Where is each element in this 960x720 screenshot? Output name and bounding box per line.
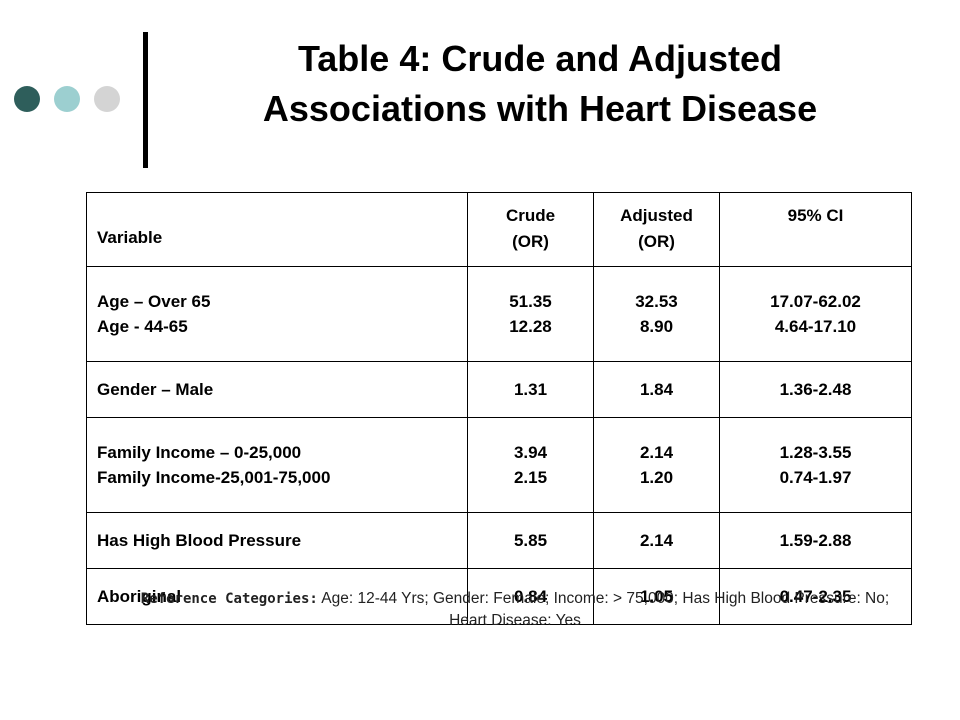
title-line-1: Table 4: Crude and Adjusted	[297, 38, 783, 79]
ci-value: 17.07-62.02	[770, 292, 861, 311]
ci-cell: 0.47-2.35	[719, 568, 912, 625]
ci-cell: 17.07-62.02 4.64-17.10	[719, 266, 912, 362]
header-crude-line1: Crude	[505, 206, 556, 225]
variable-cell: Has High Blood Pressure	[86, 512, 468, 569]
ci-cell: 1.36-2.48	[719, 361, 912, 418]
header-adjusted-line1: Adjusted	[620, 206, 693, 225]
slide-title: Table 4: Crude and Adjusted Associations…	[190, 34, 890, 134]
adjusted-cell: 1.84	[593, 361, 720, 418]
variable-cell: Aboriginal	[86, 568, 468, 625]
crude-cell: 0.84	[467, 568, 594, 625]
adjusted-value: 32.53	[635, 292, 678, 311]
variable-cell: Family Income – 0-25,000 Family Income-2…	[86, 417, 468, 513]
crude-value: 51.35	[509, 292, 552, 311]
table-row: Aboriginal 0.84 1.05 0.47-2.35	[86, 568, 912, 625]
variable-label: Family Income – 0-25,000	[97, 443, 302, 462]
crude-value: 2.15	[513, 468, 548, 487]
table-row: Age – Over 65 Age - 44-65 51.35 12.28 32…	[86, 266, 912, 362]
variable-label: Age – Over 65	[97, 292, 211, 311]
table-row: Has High Blood Pressure 5.85 2.14 1.59-2…	[86, 512, 912, 569]
decorative-dots	[14, 86, 124, 116]
dark-teal-dot-icon	[14, 86, 40, 112]
crude-cell: 5.85	[467, 512, 594, 569]
crude-cell: 1.31	[467, 361, 594, 418]
adjusted-value: 2.14	[639, 443, 674, 462]
adjusted-value: 1.20	[639, 468, 674, 487]
adjusted-cell: 2.14 1.20	[593, 417, 720, 513]
header-adjusted-or: Adjusted (OR)	[593, 192, 720, 267]
variable-label: Family Income-25,001-75,000	[97, 468, 331, 487]
title-divider-bar	[143, 32, 148, 168]
light-teal-dot-icon	[54, 86, 80, 112]
crude-value: 3.94	[513, 443, 548, 462]
variable-label: Age - 44-65	[97, 317, 188, 336]
table-row: Gender – Male 1.31 1.84 1.36-2.48	[86, 361, 912, 418]
reference-categories-label: Reference Categories:	[140, 591, 318, 607]
variable-cell: Age – Over 65 Age - 44-65	[86, 266, 468, 362]
crude-cell: 51.35 12.28	[467, 266, 594, 362]
ci-value: 1.28-3.55	[779, 443, 852, 462]
header-variable: Variable	[86, 192, 468, 267]
reference-categories-text: Age: 12-44 Yrs; Gender: Female; Income: …	[317, 590, 890, 629]
ci-value: 4.64-17.10	[774, 317, 857, 336]
title-line-2: Associations with Heart Disease	[262, 88, 818, 129]
crude-cell: 3.94 2.15	[467, 417, 594, 513]
ci-cell: 1.28-3.55 0.74-1.97	[719, 417, 912, 513]
adjusted-value: 8.90	[639, 317, 674, 336]
gray-dot-icon	[94, 86, 120, 112]
variable-cell: Gender – Male	[86, 361, 468, 418]
header-95-ci: 95% CI	[719, 192, 912, 267]
reference-categories-note: Reference Categories: Age: 12-44 Yrs; Ge…	[120, 588, 910, 632]
header-crude-line2: (OR)	[512, 232, 549, 251]
associations-table: Variable Crude (OR) Adjusted (OR) 95% CI…	[86, 192, 912, 625]
ci-cell: 1.59-2.88	[719, 512, 912, 569]
adjusted-cell: 2.14	[593, 512, 720, 569]
header-adjusted-line2: (OR)	[638, 232, 675, 251]
ci-value: 0.74-1.97	[779, 468, 852, 487]
header-crude-or: Crude (OR)	[467, 192, 594, 267]
crude-value: 12.28	[509, 317, 552, 336]
table-row: Family Income – 0-25,000 Family Income-2…	[86, 417, 912, 513]
table-header-row: Variable Crude (OR) Adjusted (OR) 95% CI	[86, 192, 912, 267]
adjusted-cell: 32.53 8.90	[593, 266, 720, 362]
